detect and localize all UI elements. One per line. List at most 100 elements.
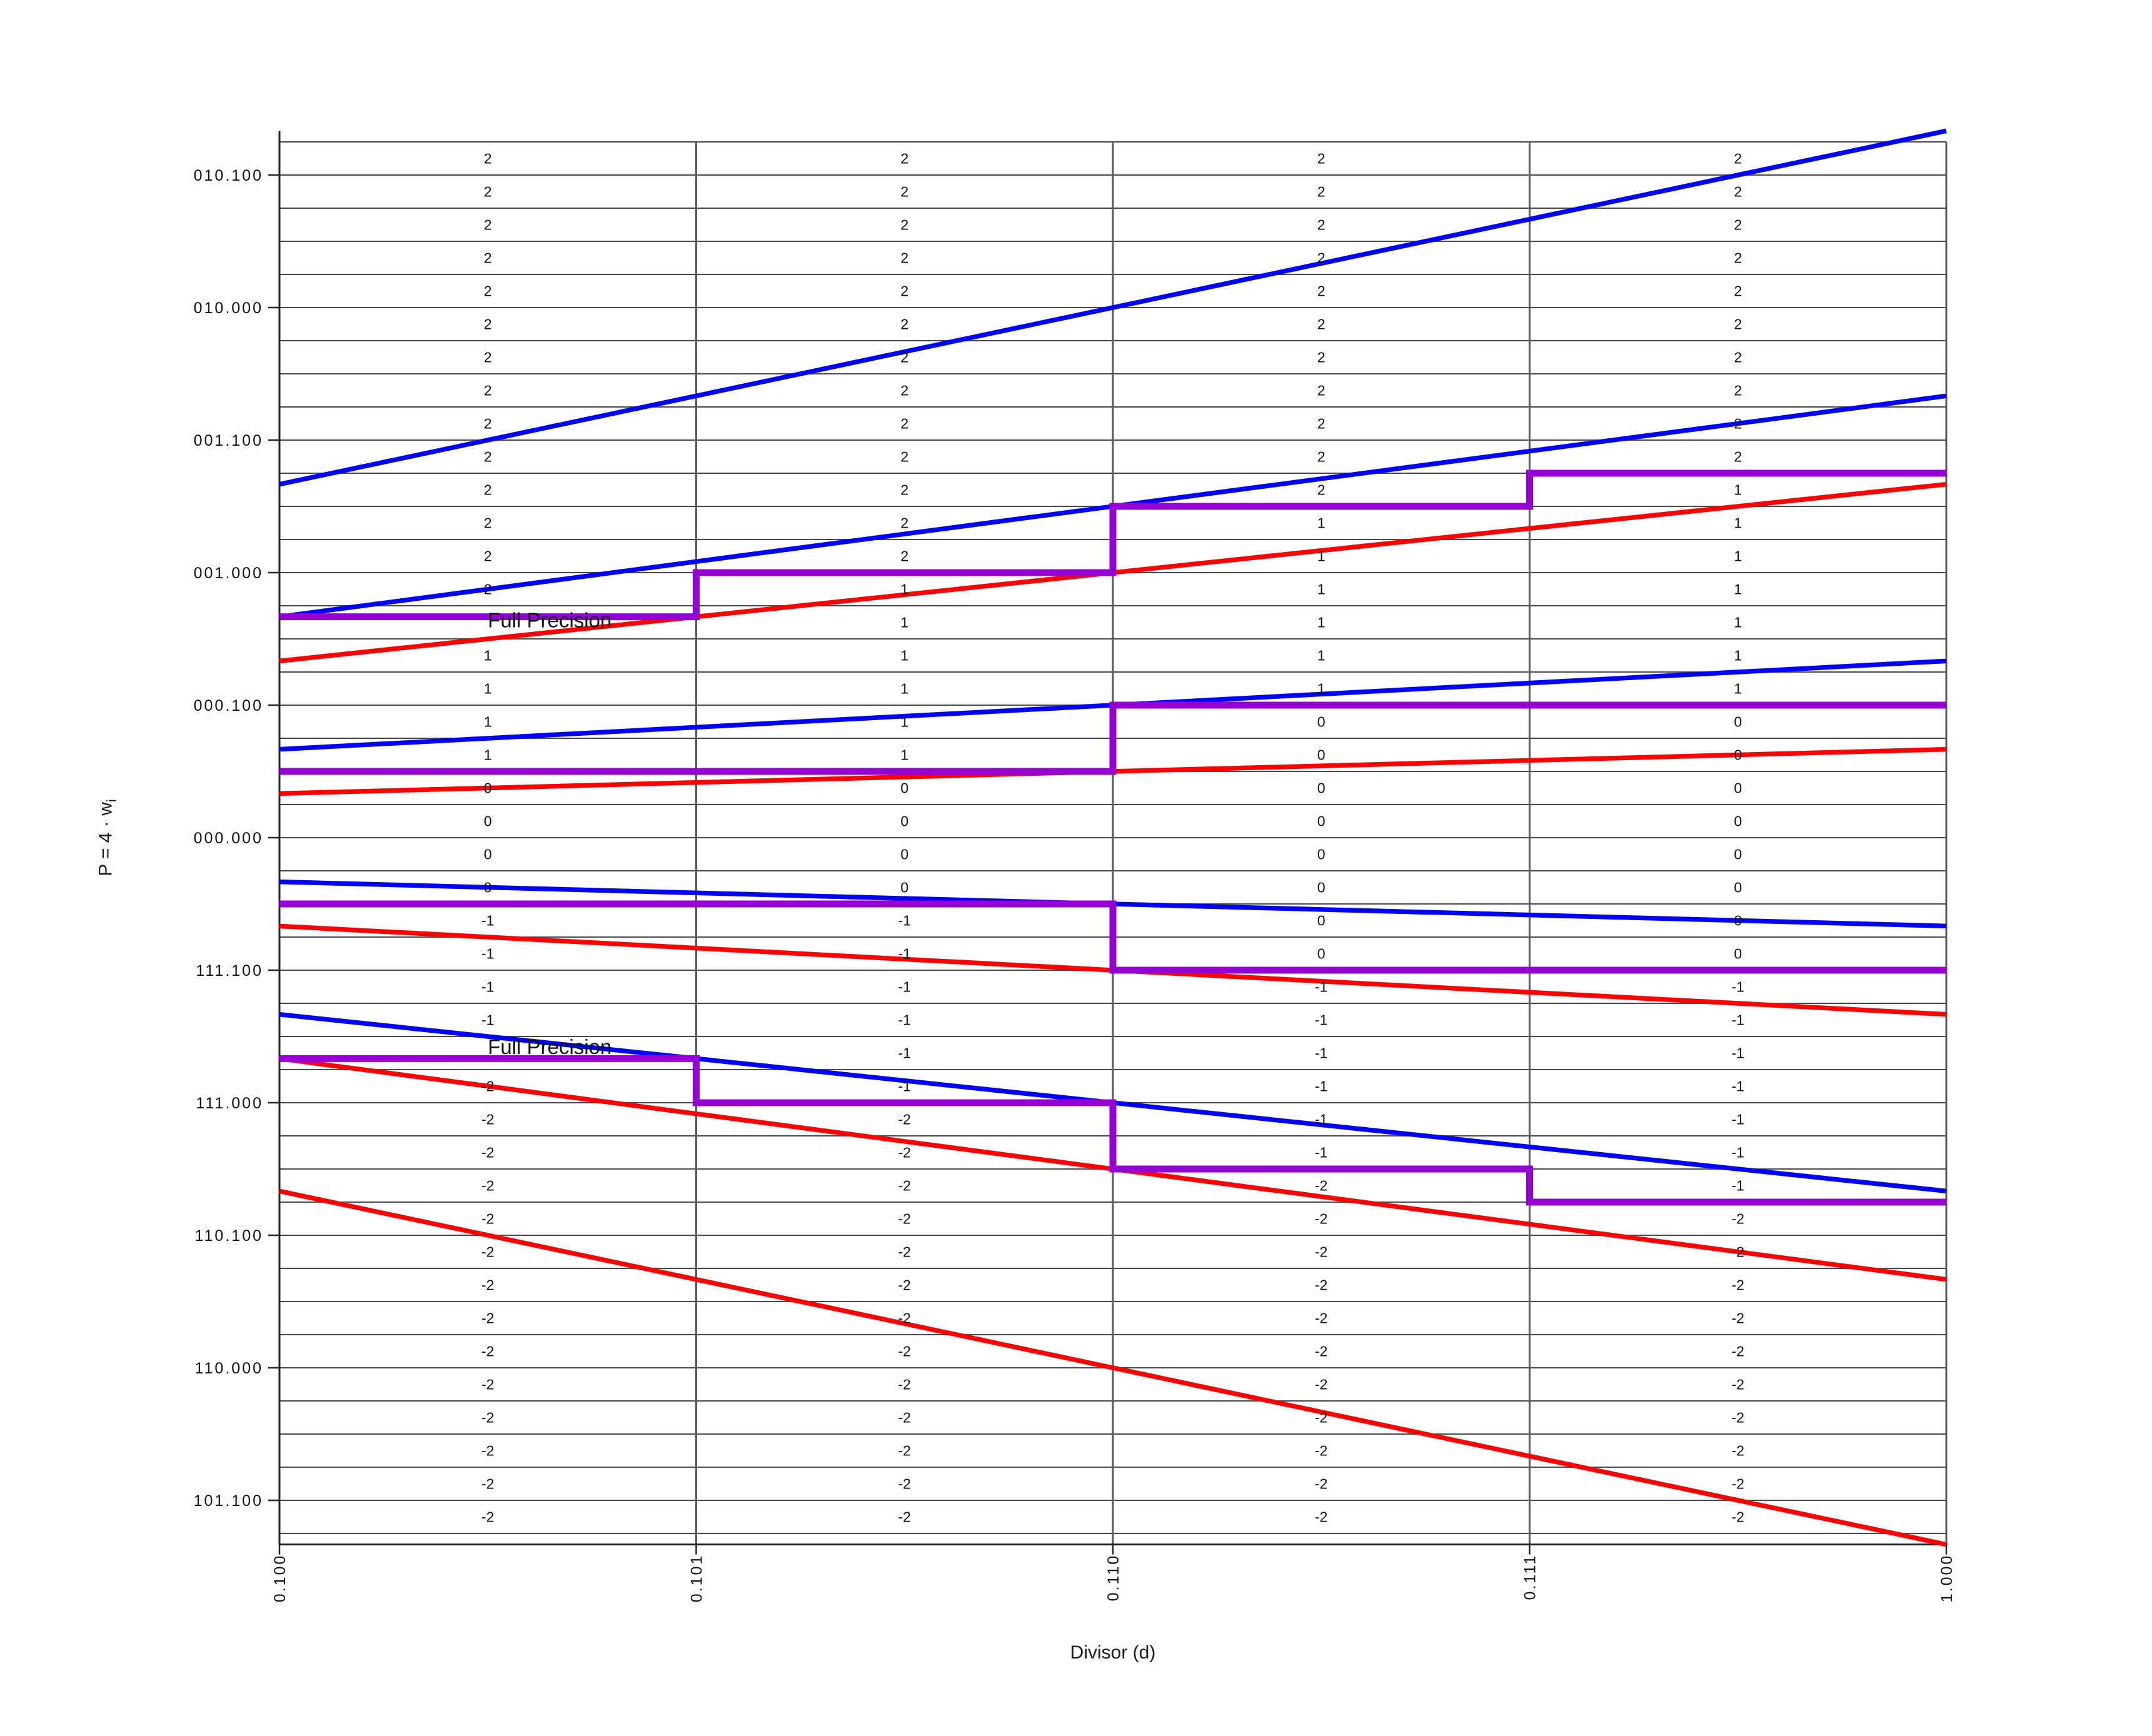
y-tick-label: 101.100 [194,1492,263,1510]
digit-cell: 0 [484,813,492,830]
digit-cell: 1 [900,581,908,598]
selection-boundary-1-0 [279,701,1946,775]
x-tick-label: 0.101 [688,1554,706,1603]
digit-cell: -2 [898,1211,911,1227]
y-axis-title-subscript: i [103,799,119,803]
digit-cell: 2 [1734,449,1742,465]
digit-cell: 2 [900,283,908,299]
digit-cell: 1 [900,615,908,631]
digit-cell: 1 [484,648,492,664]
digit-cell: 0 [484,846,492,863]
digit-cell: 0 [1734,846,1742,863]
digit-cell: 2 [484,548,492,564]
digit-cell: 2 [1317,217,1325,233]
digit-cell: 2 [1734,316,1742,333]
y-tick-label: 010.000 [194,299,263,317]
digit-cell: -2 [1732,1443,1744,1459]
y-tick-label: 000.100 [194,697,263,715]
digit-cell: 0 [1734,714,1742,730]
digit-cell: 2 [900,515,908,531]
digit-cell: -2 [898,1410,911,1426]
digit-cell: -1 [1315,1012,1327,1028]
digit-cell: 2 [900,383,908,399]
digit-cell: 1 [1734,681,1742,697]
digit-cell: -2 [1732,1343,1744,1360]
digit-cell: 2 [1317,316,1325,333]
digit-cell: 2 [484,349,492,366]
digit-cell: 2 [900,482,908,498]
y-tick-label: 110.100 [194,1227,263,1245]
digit-cell: -2 [898,1343,911,1360]
digit-cell: 2 [900,416,908,432]
digit-cell: 2 [484,283,492,299]
digit-cell: 1 [1317,515,1325,531]
selection-boundary-0--1 [279,900,1946,974]
y-tick-label: 000.000 [194,830,263,847]
digit-cell: -2 [898,1310,911,1327]
digit-cell: 2 [484,151,492,167]
digit-cell: 1 [1734,548,1742,564]
digit-cell: -2 [1732,1310,1744,1327]
digit-cell: -2 [1315,1443,1327,1459]
digit-cell: -2 [1315,1377,1327,1393]
selection-boundary-2-1 [279,469,1946,621]
digit-cell: 2 [1734,217,1742,233]
digit-cell: 2 [484,316,492,333]
digit-cell: 2 [1734,416,1742,432]
digit-cell: 0 [900,813,908,830]
digit-cell: 2 [1317,283,1325,299]
digit-cell: -2 [1732,1277,1744,1293]
digit-cell: 0 [900,846,908,863]
digit-cell: -1 [1315,979,1327,995]
y-axis-title: P = 4 · wi [96,799,120,876]
digit-cell: 1 [1317,648,1325,664]
digit-cell: -1 [1732,1145,1744,1161]
digit-cell: 2 [1734,349,1742,366]
digit-cell: 0 [1317,846,1325,863]
digit-cell: -1 [898,1078,911,1095]
digit-cell: 1 [1734,515,1742,531]
digit-cell: 0 [484,880,492,896]
digit-cell: -1 [1732,1078,1744,1095]
digit-cell: -1 [1315,1078,1327,1095]
digit-cell: -1 [898,979,911,995]
digit-cell: -2 [1315,1310,1327,1327]
y-tick-label: 111.000 [196,1095,263,1112]
full-precision-annotation: Full Precision [488,1035,611,1058]
digit-cell: -2 [481,1509,494,1525]
digit-cell: -2 [898,1178,911,1194]
digit-cell: -2 [481,1211,494,1227]
digit-cell: -2 [481,1178,494,1194]
digit-cell: -2 [481,1310,494,1327]
digit-cell: -1 [898,946,911,962]
digit-cell: -2 [1315,1211,1327,1227]
digit-cell: -2 [481,1476,494,1492]
y-axis-title-main: P = 4 · w [95,802,116,876]
digit-cell: 2 [1317,449,1325,465]
digit-cell: 2 [484,184,492,200]
digit-cell: 2 [1317,482,1325,498]
y-tick-label: 111.100 [196,962,263,980]
digit-cell: 2 [1734,383,1742,399]
digit-cell: 2 [484,217,492,233]
digit-cell: -1 [481,1012,494,1028]
digit-cell: 0 [1734,880,1742,896]
digit-cell: 0 [1317,946,1325,962]
x-tick-label: 0.110 [1105,1554,1122,1602]
digit-cell: -2 [1315,1244,1327,1260]
digit-cell: 1 [1317,548,1325,564]
digit-cell: -2 [898,1509,911,1525]
lower-bound-digit--2 [279,1188,1947,1547]
digit-cell: -2 [1732,1377,1744,1393]
x-tick-label: 1.000 [1938,1554,1956,1603]
digit-cell: -2 [1315,1178,1327,1194]
digit-cell: 0 [1734,946,1742,962]
digit-cell: -2 [481,1078,494,1095]
digit-cell: -2 [1732,1211,1744,1227]
digit-cell: 2 [900,316,908,333]
digit-cell: 2 [1317,184,1325,200]
digit-cell: 0 [900,780,908,796]
digit-cell: 2 [1734,283,1742,299]
